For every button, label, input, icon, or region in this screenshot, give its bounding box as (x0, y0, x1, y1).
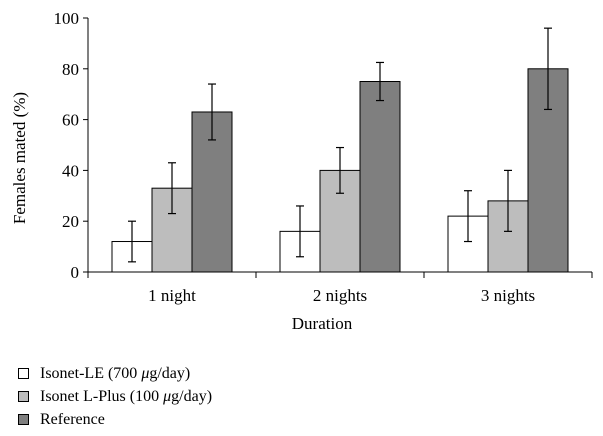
y-tick-label: 40 (62, 161, 79, 180)
legend-label-isonet-le: Isonet-LE (700 μg/day) (40, 364, 191, 382)
legend-label-reference: Reference (40, 410, 105, 428)
legend-label-isonet-l-plus: Isonet L-Plus (100 μg/day) (40, 387, 213, 405)
legend-item-isonet-le: Isonet-LE (700 μg/day) (18, 362, 212, 385)
y-axis-title: Females mated (%) (10, 92, 29, 224)
legend-item-reference: Reference (18, 408, 212, 431)
x-axis-title: Duration (292, 314, 353, 333)
y-tick-label: 60 (62, 111, 79, 130)
error-bar-series-2-2-nights (336, 146, 344, 194)
legend-swatch-isonet-l-plus (18, 391, 29, 402)
error-bar-series-2-3-nights (504, 169, 512, 232)
error-bar-series-1-3-nights (464, 190, 472, 243)
error-bar-series-3-1-night (208, 83, 216, 141)
y-tick-label: 100 (54, 9, 80, 28)
bar-groups (111, 68, 569, 273)
y-tick-label: 20 (62, 212, 79, 231)
x-axis: 1 night 2 nights 3 nights (87, 271, 593, 305)
error-bar-series-3-3-nights (544, 27, 552, 111)
y-tick-label: 80 (62, 60, 79, 79)
legend-swatch-isonet-le (18, 368, 29, 379)
x-tick-label-2-nights: 2 nights (313, 286, 367, 305)
legend-swatch-reference (18, 414, 29, 425)
error-bar-series-3-2-nights (376, 61, 384, 102)
legend-item-isonet-l-plus: Isonet L-Plus (100 μg/day) (18, 385, 212, 408)
error-bar-series-1-1-night (128, 220, 136, 263)
x-tick-label-1-night: 1 night (148, 286, 196, 305)
y-tick-label: 0 (71, 263, 80, 282)
error-bars (128, 27, 552, 263)
bar-series-3-2-nights (359, 81, 401, 273)
y-axis: 0 20 40 60 80 100 (54, 9, 89, 282)
x-tick-label-3-nights: 3 nights (481, 286, 535, 305)
error-bar-series-2-1-night (168, 162, 176, 215)
legend: Isonet-LE (700 μg/day) Isonet L-Plus (10… (18, 362, 212, 431)
error-bar-series-1-2-nights (296, 205, 304, 258)
